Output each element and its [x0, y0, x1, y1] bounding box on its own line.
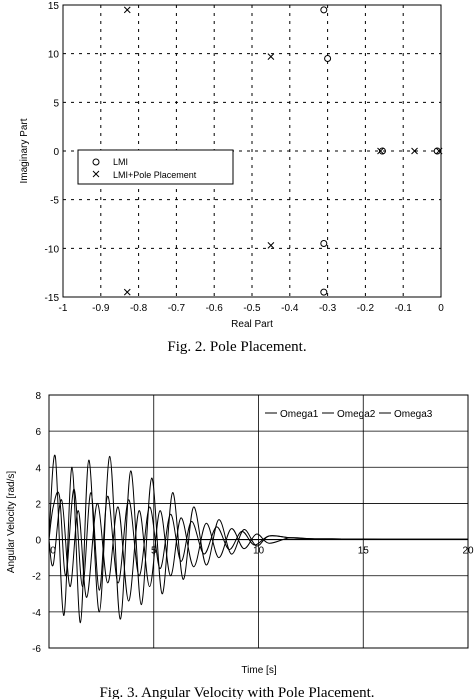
y-tick-label: -6 — [32, 644, 41, 655]
y-axis-label: Imaginary Part — [19, 118, 30, 183]
omega2-line — [48, 454, 468, 624]
pole-marker-circle — [324, 55, 332, 63]
pole-marker-circle — [378, 147, 386, 155]
pole-marker-cross — [435, 147, 443, 155]
pole-marker-cross — [267, 53, 275, 60]
legend-label-lmi: LMI — [113, 157, 128, 167]
x-tick-label: 5 — [151, 546, 157, 557]
y-tick-label: -5 — [50, 196, 59, 207]
y-tick-label: 8 — [35, 391, 41, 402]
x-tick-labels: -1 -0.9 -0.8 -0.7 -0.6 -0.5 -0.4 -0.3 -0.2 -0.1 0 — [59, 303, 445, 314]
y-tick-label: -10 — [45, 244, 60, 255]
x-tick-label: -0.7 — [168, 303, 186, 314]
x-tick-label: -0.9 — [92, 303, 110, 314]
x-tick-label: -0.5 — [243, 303, 261, 314]
y-tick-label: 2 — [35, 499, 41, 510]
x-axis-label: Real Part — [231, 319, 273, 330]
pole-marker-circle — [433, 147, 441, 155]
series-lines — [48, 454, 468, 624]
y-tick-label: 5 — [53, 98, 59, 109]
legend-circle-marker — [92, 158, 100, 166]
pole-marker-circle — [320, 288, 328, 296]
x-tick-labels: 0 5 10 15 20 — [50, 546, 474, 557]
grid-lines — [48, 394, 469, 649]
x-tick-label: -0.8 — [130, 303, 148, 314]
pole-marker-cross — [123, 6, 131, 14]
omega3-line — [48, 499, 468, 602]
x-tick-label: -0.2 — [357, 303, 375, 314]
angular-velocity-chart: 0 5 10 15 20 -6 -4 -2 0 2 4 6 8 Omega1 Omega2 Omega… — [6, 391, 474, 699]
x-tick-label: -0.3 — [319, 303, 337, 314]
plot-frame — [48, 394, 469, 649]
x-tick-label: 15 — [358, 546, 370, 557]
y-tick-label: 0 — [53, 147, 59, 158]
y-tick-label: 0 — [35, 536, 41, 547]
y-tick-labels: -15 -10 -5 0 5 10 15 — [45, 1, 60, 304]
y-tick-label: -4 — [32, 608, 41, 619]
figure-caption: Fig. 3. Angular Velocity with Pole Place… — [99, 685, 374, 699]
legend-label-lmi-pole: LMI+Pole Placement — [113, 170, 197, 180]
x-tick-label: 10 — [253, 546, 265, 557]
pole-marker-cross — [377, 147, 384, 155]
pole-placement-chart: -1 -0.9 -0.8 -0.7 -0.6 -0.5 -0.4 -0.3 -0.2 -0.1 0 … — [19, 1, 444, 355]
legend-label-omega1: Omega1 — [280, 409, 319, 420]
legend: LMI LMI+Pole Placement — [77, 149, 234, 185]
legend-label-omega2: Omega2 — [337, 409, 376, 420]
data-points — [123, 6, 443, 296]
x-tick-label: -0.1 — [395, 303, 413, 314]
x-tick-label: 20 — [462, 546, 474, 557]
legend-cross-marker — [92, 170, 100, 178]
x-axis-label: Time [s] — [241, 665, 276, 676]
y-tick-label: 10 — [48, 50, 60, 61]
y-tick-label: -15 — [45, 293, 60, 304]
y-tick-label: 4 — [35, 463, 41, 474]
y-tick-label: 15 — [48, 1, 60, 12]
pole-marker-circle — [320, 6, 328, 14]
legend: Omega1 Omega2 Omega3 — [265, 409, 433, 420]
y-tick-labels: -6 -4 -2 0 2 4 6 8 — [32, 391, 41, 655]
legend-label-omega3: Omega3 — [394, 409, 433, 420]
x-tick-label: -0.4 — [281, 303, 299, 314]
pole-marker-cross — [123, 288, 131, 296]
x-tick-label: 0 — [50, 546, 56, 557]
legend-box — [77, 149, 234, 185]
x-tick-label: -1 — [59, 303, 68, 314]
x-tick-label: -0.6 — [206, 303, 224, 314]
pole-marker-circle — [320, 239, 328, 247]
x-tick-label: 0 — [438, 303, 444, 314]
y-tick-label: -2 — [32, 572, 41, 583]
pole-marker-cross — [267, 242, 275, 249]
y-axis-label: Angular Velocity [rad/s] — [6, 471, 17, 573]
y-tick-label: 6 — [35, 427, 41, 438]
pole-marker-cross — [411, 147, 418, 155]
figure-caption: Fig. 2. Pole Placement. — [167, 339, 306, 355]
